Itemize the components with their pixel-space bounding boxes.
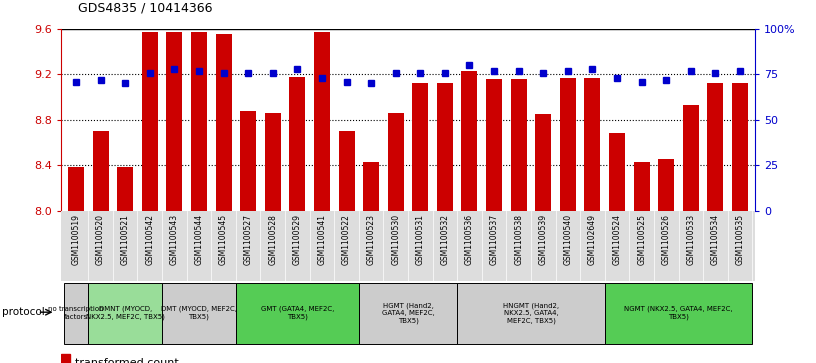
Text: GMT (GATA4, MEF2C,
TBX5): GMT (GATA4, MEF2C, TBX5)	[260, 306, 334, 320]
Text: GSM1100542: GSM1100542	[145, 214, 154, 265]
Bar	[560, 78, 576, 211]
Text: GSM1100532: GSM1100532	[441, 214, 450, 265]
Bar	[191, 32, 207, 211]
Bar	[732, 83, 748, 211]
Text: HNGMT (Hand2,
NKX2.5, GATA4,
MEF2C, TBX5): HNGMT (Hand2, NKX2.5, GATA4, MEF2C, TBX5…	[503, 302, 559, 324]
Bar	[511, 79, 526, 211]
Bar	[584, 78, 601, 211]
Bar	[659, 159, 674, 211]
Text: GSM1100537: GSM1100537	[490, 214, 499, 265]
Bar	[605, 282, 752, 343]
Bar	[68, 167, 84, 211]
Text: GSM1100534: GSM1100534	[711, 214, 720, 265]
Bar	[264, 113, 281, 211]
Bar	[92, 131, 109, 211]
Text: GSM1100536: GSM1100536	[465, 214, 474, 265]
Text: protocol: protocol	[2, 307, 44, 317]
Text: GSM1100519: GSM1100519	[72, 214, 81, 265]
Bar	[118, 167, 133, 211]
Text: no transcription
factors: no transcription factors	[48, 306, 104, 320]
Text: GSM1100533: GSM1100533	[686, 214, 695, 265]
Text: GSM1100524: GSM1100524	[613, 214, 622, 265]
Bar	[339, 131, 354, 211]
Bar	[236, 282, 359, 343]
Bar	[609, 133, 625, 211]
Text: GSM1100535: GSM1100535	[735, 214, 744, 265]
Bar	[359, 282, 457, 343]
Bar	[634, 162, 650, 211]
Text: GSM1100545: GSM1100545	[219, 214, 228, 265]
Bar	[142, 32, 157, 211]
Text: GSM1100531: GSM1100531	[416, 214, 425, 265]
Bar	[162, 282, 236, 343]
Text: GSM1100541: GSM1100541	[317, 214, 326, 265]
Text: DMNT (MYOCD,
NKX2.5, MEF2C, TBX5): DMNT (MYOCD, NKX2.5, MEF2C, TBX5)	[86, 306, 165, 320]
Text: DMT (MYOCD, MEF2C,
TBX5): DMT (MYOCD, MEF2C, TBX5)	[161, 306, 237, 320]
Bar	[683, 105, 698, 211]
Text: NGMT (NKX2.5, GATA4, MEF2C,
TBX5): NGMT (NKX2.5, GATA4, MEF2C, TBX5)	[624, 306, 733, 320]
Bar	[535, 114, 552, 211]
Text: GSM1100526: GSM1100526	[662, 214, 671, 265]
Bar	[166, 32, 182, 211]
Bar	[462, 71, 477, 211]
Text: GDS4835 / 10414366: GDS4835 / 10414366	[78, 1, 212, 15]
Text: transformed count: transformed count	[75, 358, 179, 363]
Bar	[388, 113, 404, 211]
Bar	[61, 354, 70, 363]
Bar	[88, 282, 162, 343]
Text: HGMT (Hand2,
GATA4, MEF2C,
TBX5): HGMT (Hand2, GATA4, MEF2C, TBX5)	[382, 302, 434, 324]
Bar	[437, 83, 453, 211]
Text: GSM1100539: GSM1100539	[539, 214, 548, 265]
Bar	[457, 282, 605, 343]
Text: GSM1100525: GSM1100525	[637, 214, 646, 265]
Bar	[215, 33, 232, 211]
Text: GSM1100522: GSM1100522	[342, 214, 351, 265]
Bar	[412, 83, 428, 211]
Bar	[290, 77, 305, 211]
Text: GSM1100529: GSM1100529	[293, 214, 302, 265]
Text: GSM1100544: GSM1100544	[194, 214, 203, 265]
Bar	[486, 79, 502, 211]
Bar	[240, 111, 256, 211]
Bar	[64, 282, 88, 343]
Bar	[314, 32, 330, 211]
Text: GSM1100521: GSM1100521	[121, 214, 130, 265]
Text: GSM1100528: GSM1100528	[268, 214, 277, 265]
Text: GSM1102649: GSM1102649	[588, 214, 597, 265]
Text: GSM1100530: GSM1100530	[391, 214, 400, 265]
Bar	[363, 162, 379, 211]
Text: GSM1100520: GSM1100520	[96, 214, 105, 265]
Text: GSM1100527: GSM1100527	[244, 214, 253, 265]
Text: GSM1100543: GSM1100543	[170, 214, 179, 265]
Text: GSM1100540: GSM1100540	[563, 214, 572, 265]
Text: GSM1100538: GSM1100538	[514, 214, 523, 265]
Text: GSM1100523: GSM1100523	[366, 214, 375, 265]
Bar	[707, 83, 724, 211]
